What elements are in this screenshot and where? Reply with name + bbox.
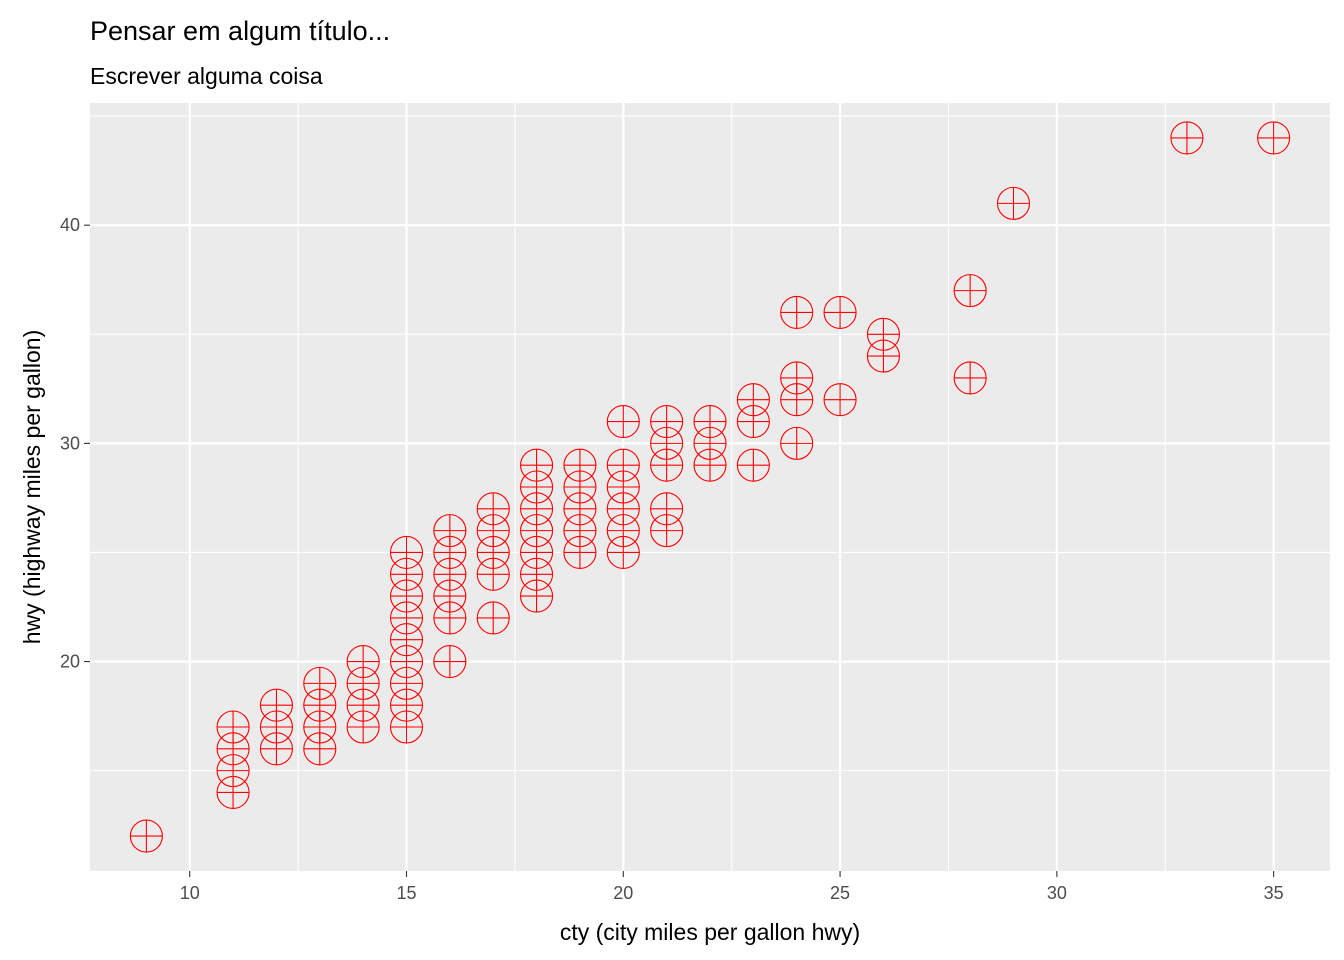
data-point [303, 666, 337, 700]
data-point [1257, 121, 1291, 155]
chart-subtitle: Escrever alguma coisa [90, 63, 323, 89]
data-point [953, 274, 987, 308]
data-point [129, 819, 163, 853]
y-tick-label: 20 [60, 652, 80, 672]
data-point [736, 448, 770, 482]
data-point [693, 404, 727, 439]
data-point [823, 383, 857, 417]
chart-title: Pensar em algum título... [90, 16, 390, 46]
data-point [780, 361, 814, 395]
data-point [650, 404, 684, 439]
x-tick-label: 20 [613, 883, 633, 903]
x-axis-ticks: 10 15 20 25 30 35 [180, 871, 1284, 903]
x-tick-label: 25 [830, 883, 850, 903]
data-point [823, 295, 857, 330]
data-point [606, 404, 640, 439]
data-point [389, 535, 424, 570]
plot-panel [90, 103, 1330, 871]
data-point [996, 186, 1031, 220]
data-point [563, 448, 597, 482]
x-axis-title: cty (city miles per gallon hwy) [560, 919, 860, 945]
y-axis-ticks: 20 30 40 [60, 215, 90, 672]
data-point [1170, 121, 1204, 155]
x-tick-label: 35 [1264, 883, 1284, 903]
data-point [866, 317, 900, 351]
data-point [650, 492, 684, 526]
x-tick-label: 30 [1047, 883, 1067, 903]
data-point [346, 644, 380, 679]
data-point [606, 448, 640, 482]
data-point [476, 601, 510, 635]
minor-gridlines [90, 103, 1330, 871]
data-point [216, 710, 250, 744]
data-point [476, 492, 510, 526]
y-tick-label: 30 [60, 433, 80, 453]
x-tick-label: 10 [180, 883, 200, 903]
data-point [433, 644, 467, 679]
data-point [953, 361, 987, 395]
data-points [129, 121, 1291, 853]
y-tick-label: 40 [60, 215, 80, 235]
data-point [780, 426, 814, 460]
data-point [780, 295, 814, 330]
data-point [259, 688, 293, 722]
data-point [736, 383, 770, 417]
data-point [520, 448, 554, 482]
x-tick-label: 15 [396, 883, 416, 903]
data-point [433, 514, 467, 548]
y-axis-title: hwy (highway miles per gallon) [19, 330, 45, 644]
